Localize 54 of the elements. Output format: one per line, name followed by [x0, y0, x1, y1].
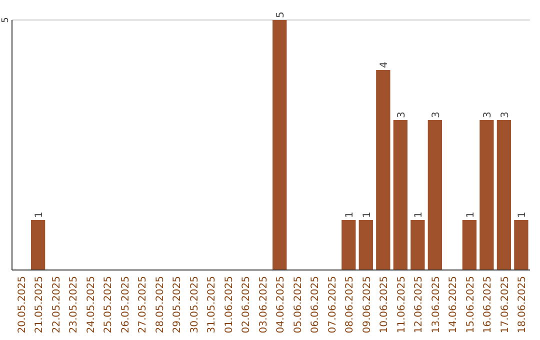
data-label: 1	[344, 212, 356, 218]
x-tick-label: 30.05.2025	[189, 276, 200, 334]
x-tick-label: 18.06.2025	[517, 276, 528, 334]
data-label: 4	[379, 62, 390, 68]
bar	[428, 120, 442, 270]
x-tick-label: 28.05.2025	[154, 276, 166, 334]
bar	[30, 220, 46, 270]
x-tick-label: 03.06.2025	[258, 276, 270, 334]
bar	[272, 20, 287, 270]
data-label: 3	[430, 112, 442, 118]
bar	[376, 70, 390, 270]
x-tick-label: 21.05.2025	[34, 276, 46, 334]
x-tick-label: 20.05.2025	[16, 276, 28, 334]
x-tick-label: 25.05.2025	[103, 276, 114, 334]
x-tick-label: 17.06.2025	[500, 276, 511, 334]
bar	[410, 220, 425, 270]
bar	[514, 220, 528, 270]
x-tick-label: 22.05.2025	[51, 276, 62, 334]
data-label: 5	[276, 12, 287, 18]
x-tick-label: 11.06.2025	[396, 276, 408, 334]
x-tick-label: 07.06.2025	[327, 276, 338, 334]
x-tick-label: 14.06.2025	[448, 276, 460, 334]
bar	[393, 120, 408, 270]
bar	[358, 220, 373, 270]
data-label: 3	[500, 112, 511, 118]
data-label: 1	[34, 212, 46, 218]
x-tick-label: 15.06.2025	[465, 276, 476, 334]
data-label: 3	[396, 112, 408, 118]
x-tick-label: 29.05.2025	[172, 276, 184, 334]
x-tick-label: 04.06.2025	[276, 276, 287, 334]
x-tick-label: 06.06.2025	[310, 276, 322, 334]
x-tick-label: 01.06.2025	[224, 276, 235, 334]
x-tick-label: 13.06.2025	[430, 276, 442, 334]
x-tick-label: 08.06.2025	[344, 276, 356, 334]
x-tick-label: 05.06.2025	[292, 276, 304, 334]
data-label: 1	[414, 212, 425, 218]
data-label: 3	[482, 112, 494, 118]
bar	[496, 120, 512, 270]
data-label: 1	[465, 212, 476, 218]
x-tick-label: 26.05.2025	[120, 276, 132, 334]
data-label: 1	[362, 212, 373, 218]
x-tick-label: 16.06.2025	[482, 276, 494, 334]
x-tick-label: 02.06.2025	[241, 276, 252, 334]
x-tick-label: 31.05.2025	[206, 276, 218, 334]
x-tick-label: 12.06.2025	[414, 276, 425, 334]
x-tick-label: 27.05.2025	[138, 276, 149, 334]
x-tick-label: 23.05.2025	[68, 276, 80, 334]
x-tick-label: 24.05.2025	[86, 276, 97, 334]
x-tick-label: 10.06.2025	[379, 276, 390, 334]
bar	[462, 220, 477, 270]
bar	[342, 220, 356, 270]
x-tick-label: 09.06.2025	[362, 276, 373, 334]
data-label: 1	[517, 212, 528, 218]
bar	[480, 120, 494, 270]
